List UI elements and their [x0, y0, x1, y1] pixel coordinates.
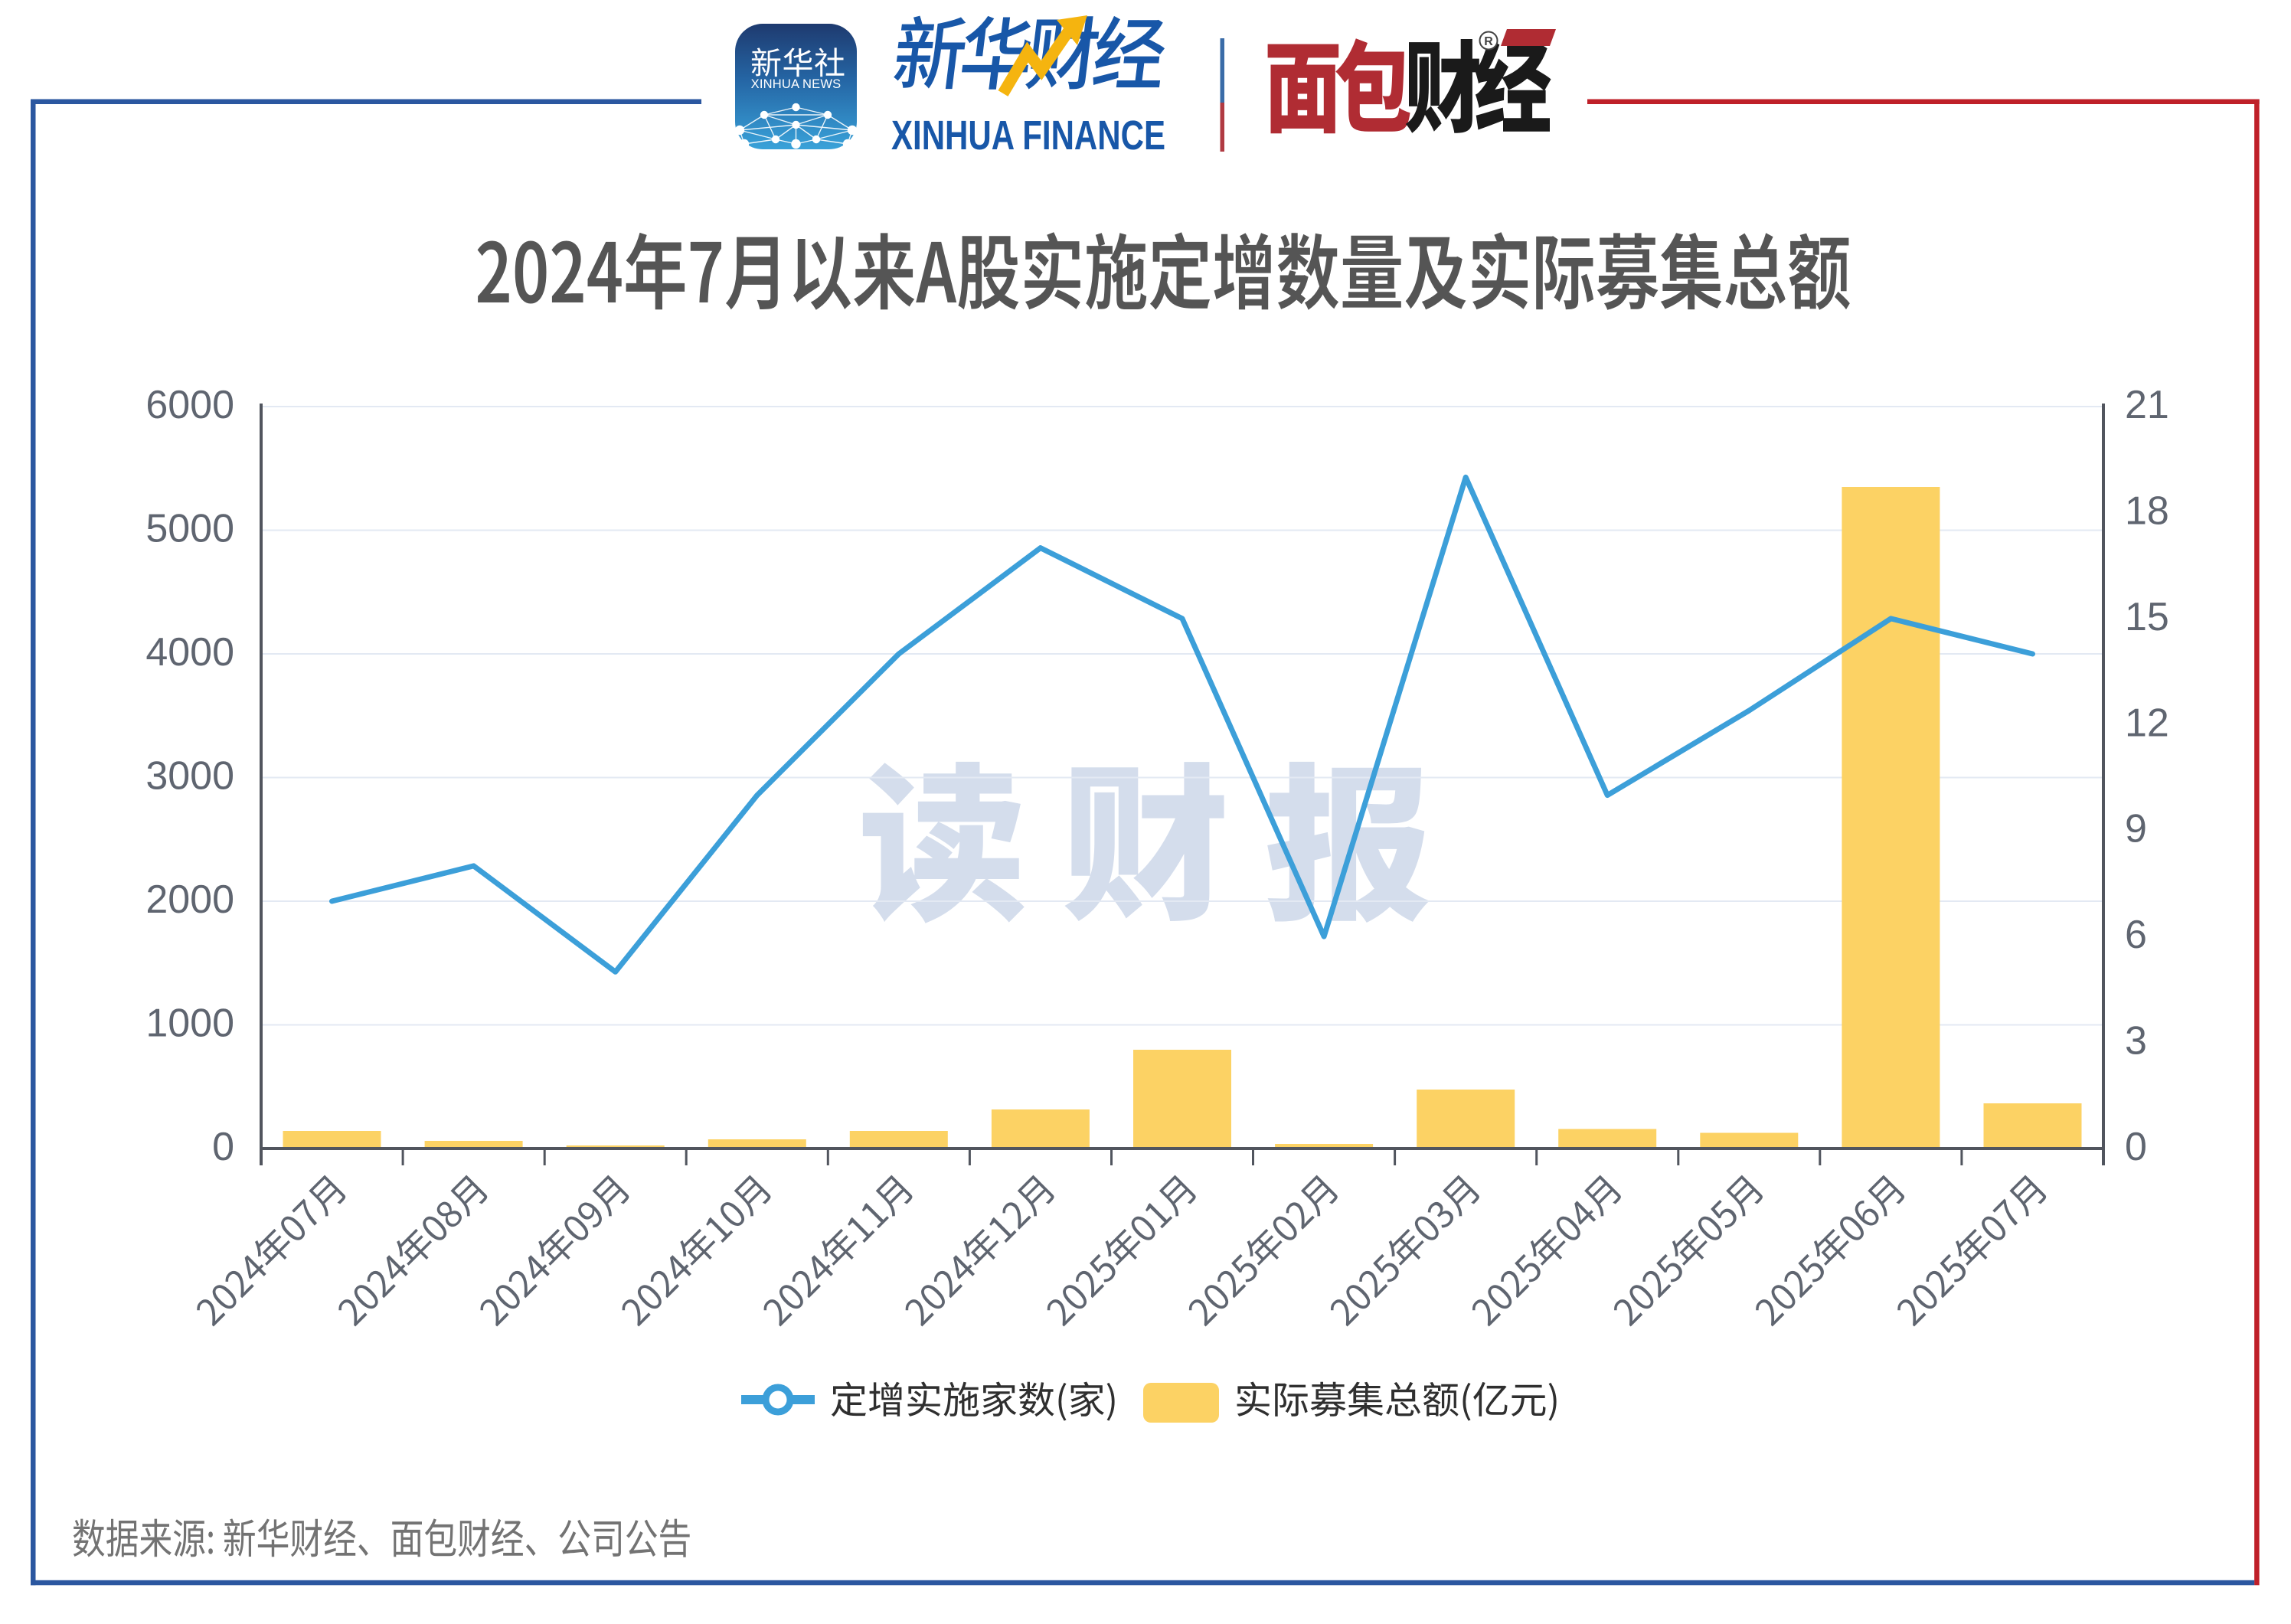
svg-text:18: 18	[2125, 489, 2169, 533]
svg-text:0: 0	[2125, 1125, 2147, 1169]
svg-text:3: 3	[2125, 1019, 2147, 1064]
svg-text:21: 21	[2125, 383, 2169, 427]
svg-text:12: 12	[2125, 701, 2169, 745]
svg-text:XINHUA NEWS: XINHUA NEWS	[751, 77, 842, 91]
svg-text:5000: 5000	[145, 507, 234, 551]
svg-text:3000: 3000	[145, 754, 234, 799]
svg-text:4000: 4000	[145, 630, 234, 675]
svg-text:XINHUA FINANCE: XINHUA FINANCE	[891, 113, 1165, 158]
svg-text:0: 0	[212, 1125, 234, 1169]
svg-text:R: R	[1484, 35, 1493, 48]
svg-text:6000: 6000	[145, 383, 234, 427]
svg-text:15: 15	[2125, 595, 2169, 639]
svg-text:9: 9	[2125, 807, 2147, 851]
svg-text:6: 6	[2125, 913, 2147, 957]
svg-text:1000: 1000	[145, 1002, 234, 1046]
svg-text:2000: 2000	[145, 877, 234, 922]
